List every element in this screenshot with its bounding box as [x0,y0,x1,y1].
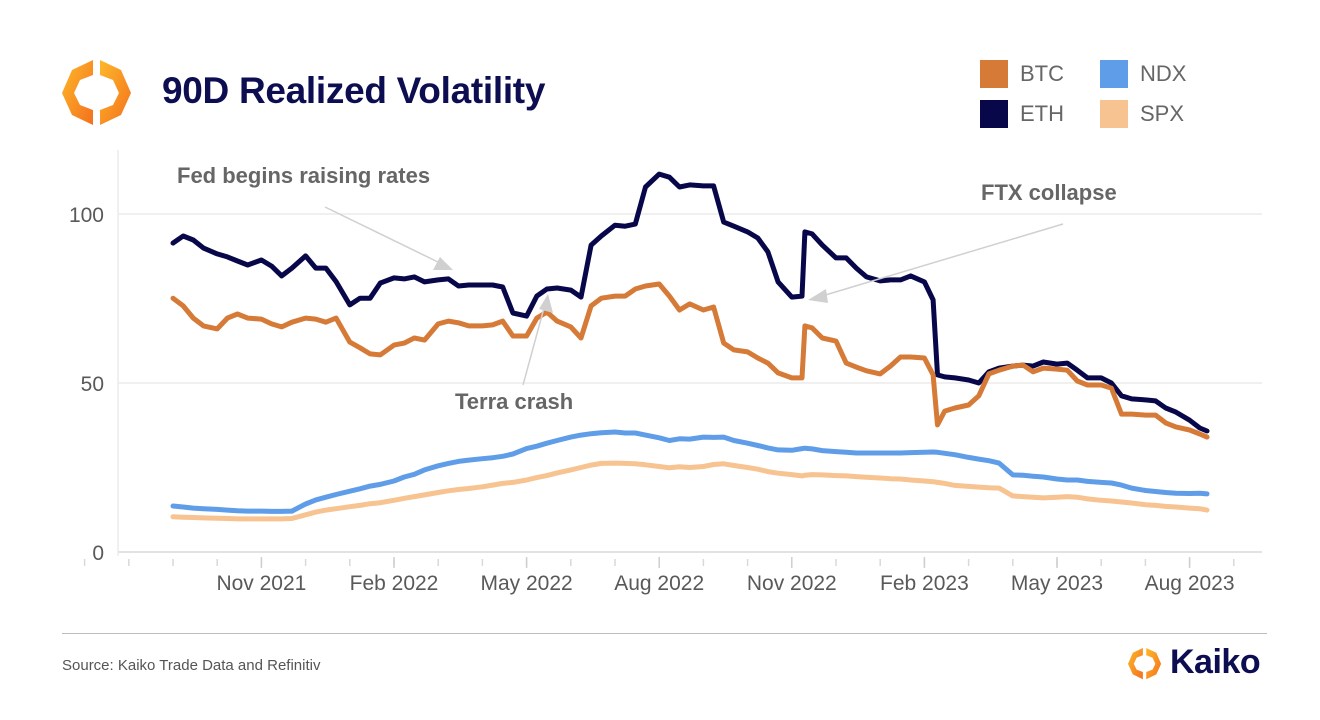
series-line-btc [170,281,1210,440]
series-line-ndx [170,429,1210,514]
ftx-arrow-head [808,289,828,303]
annotation-fed: Fed begins raising rates [177,163,431,188]
y-tick-label: 100 [69,204,104,227]
x-tick-label: Aug 2022 [614,572,704,595]
y-tick-label: 0 [92,542,104,565]
legend-label-ndx: NDX [1140,61,1187,86]
annotation-terra: Terra crash [455,389,574,414]
terra-arrow-head [539,294,553,313]
legend-swatch-eth [980,100,1008,128]
footer-divider [62,633,1267,634]
fed-arrow-head [433,257,453,270]
series-line-spx [170,460,1210,522]
kaiko-logo-icon [62,60,131,125]
legend-label-btc: BTC [1020,61,1064,86]
axes: 0 50 100 Nov 2021 Feb 2022 May 2022 Aug 2022 No… [69,204,1235,595]
brand-wordmark: Kaiko [1170,643,1261,681]
legend-item-eth: ETH [980,100,1064,128]
legend-item-ndx: NDX [1100,60,1186,88]
annotation-arrows [324,206,1064,386]
ftx-arrow-line [821,223,1064,297]
x-tick-label: Feb 2022 [350,572,439,595]
legend-item-btc: BTC [980,60,1064,88]
legend-swatch-btc [980,60,1008,88]
kaiko-brand-icon [1128,648,1162,680]
legend-swatch-spx [1100,100,1128,128]
source-note: Source: Kaiko Trade Data and Refinitiv [62,657,321,674]
x-tick-label: Feb 2023 [880,572,969,595]
legend-label-eth: ETH [1020,101,1064,126]
series-lines [170,171,1210,522]
chart-title: 90D Realized Volatility [162,70,546,111]
x-tick-label: May 2023 [1011,572,1103,595]
legend-swatch-ndx [1100,60,1128,88]
annotation-ftx: FTX collapse [981,180,1117,205]
legend-item-spx: SPX [1100,100,1184,128]
gridlines [117,150,1262,556]
x-tick-label: Nov 2021 [216,572,306,595]
x-tick-label: Nov 2022 [747,572,837,595]
series-line-eth [170,171,1210,434]
y-tick-label: 50 [81,373,104,396]
x-tick-label: May 2022 [480,572,572,595]
terra-arrow-line [522,307,545,386]
legend-label-spx: SPX [1140,101,1185,126]
fed-arrow-line [324,206,441,264]
x-tick-label: Aug 2023 [1145,572,1235,595]
